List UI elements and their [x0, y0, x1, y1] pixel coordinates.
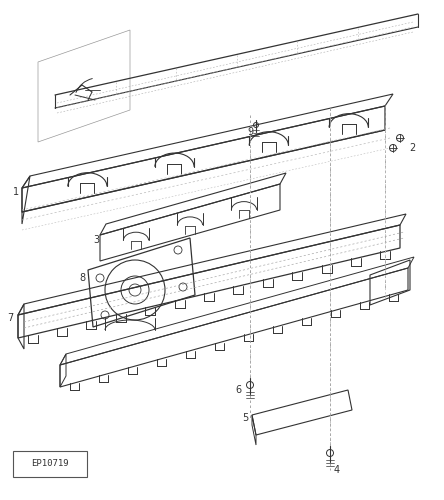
- Text: 6: 6: [235, 385, 241, 395]
- Text: 8: 8: [79, 273, 85, 283]
- Text: 7: 7: [7, 313, 13, 323]
- Text: EP10719: EP10719: [31, 460, 69, 468]
- Text: 2: 2: [409, 143, 415, 153]
- Text: 9: 9: [247, 127, 253, 137]
- Text: 5: 5: [242, 413, 248, 423]
- FancyBboxPatch shape: [13, 451, 87, 477]
- Text: 1: 1: [13, 187, 19, 197]
- Text: 4: 4: [334, 465, 340, 475]
- Text: 3: 3: [93, 235, 99, 245]
